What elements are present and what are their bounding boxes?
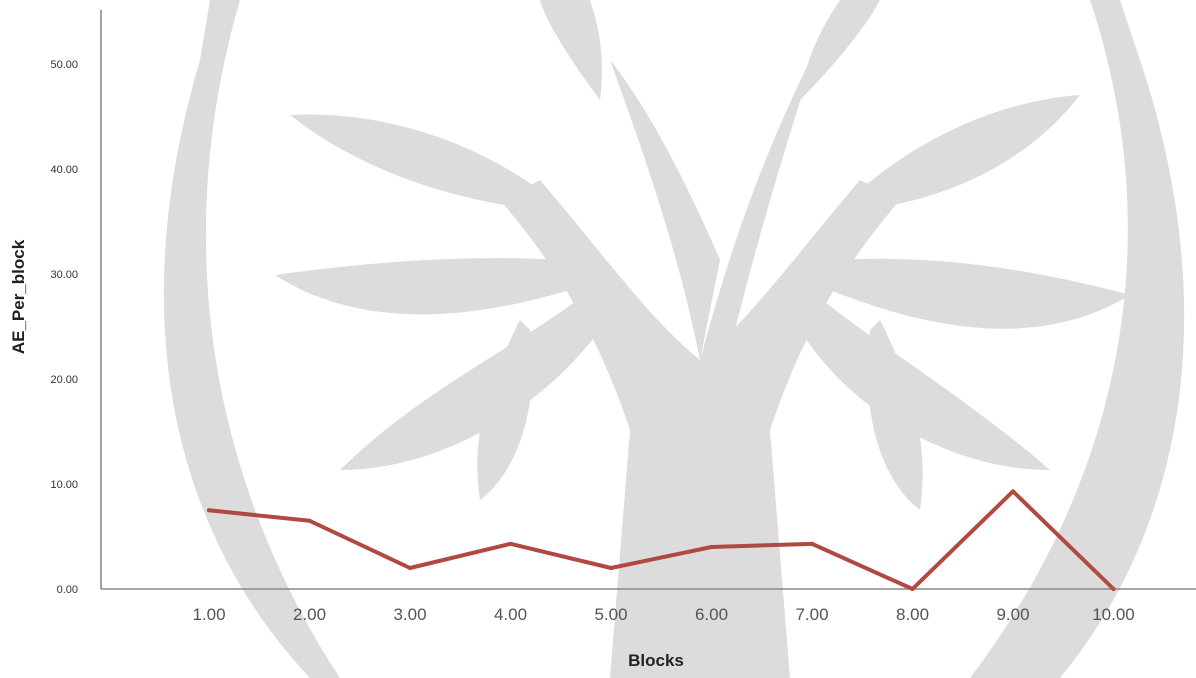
data-point	[408, 566, 412, 570]
y-axis-title: AE_Per_block	[9, 239, 28, 354]
x-tick-label: 3.00	[393, 605, 426, 624]
data-point	[307, 518, 312, 523]
x-tick-labels: 1.00 2.00 3.00 4.00 5.00 6.00 7.00 8.00 9.00 10.0…	[192, 605, 1134, 624]
x-tick-label: 5.00	[594, 605, 627, 624]
x-tick-label: 9.00	[996, 605, 1029, 624]
y-tick-label: 30.00	[50, 269, 78, 281]
y-tick-label: 10.00	[50, 479, 78, 491]
series-points	[207, 489, 1116, 591]
x-axis-title: Blocks	[628, 651, 684, 670]
data-point	[207, 508, 211, 513]
y-tick-label: 20.00	[50, 374, 78, 386]
series-line-ae-per-block	[207, 489, 1116, 591]
data-point	[609, 566, 613, 570]
data-point	[709, 545, 714, 549]
data-point	[910, 587, 915, 591]
x-tick-label: 6.00	[695, 605, 728, 624]
y-tick-label: 0.00	[57, 584, 78, 596]
y-tick-label: 50.00	[50, 59, 78, 71]
x-tick-label: 10.00	[1092, 605, 1135, 624]
x-tick-label: 1.00	[192, 605, 225, 624]
y-tick-labels: 0.00 10.00 20.00 30.00 40.00 50.00	[50, 59, 78, 596]
y-tick-label: 40.00	[50, 164, 78, 176]
data-point	[508, 541, 513, 546]
x-tick-label: 4.00	[494, 605, 527, 624]
data-point	[1111, 587, 1116, 591]
x-tick-label: 8.00	[896, 605, 929, 624]
x-tick-label: 7.00	[795, 605, 828, 624]
data-point	[810, 541, 814, 546]
tree-logo-watermark	[163, 0, 1185, 678]
data-point	[1011, 489, 1015, 494]
x-tick-label: 2.00	[293, 605, 326, 624]
